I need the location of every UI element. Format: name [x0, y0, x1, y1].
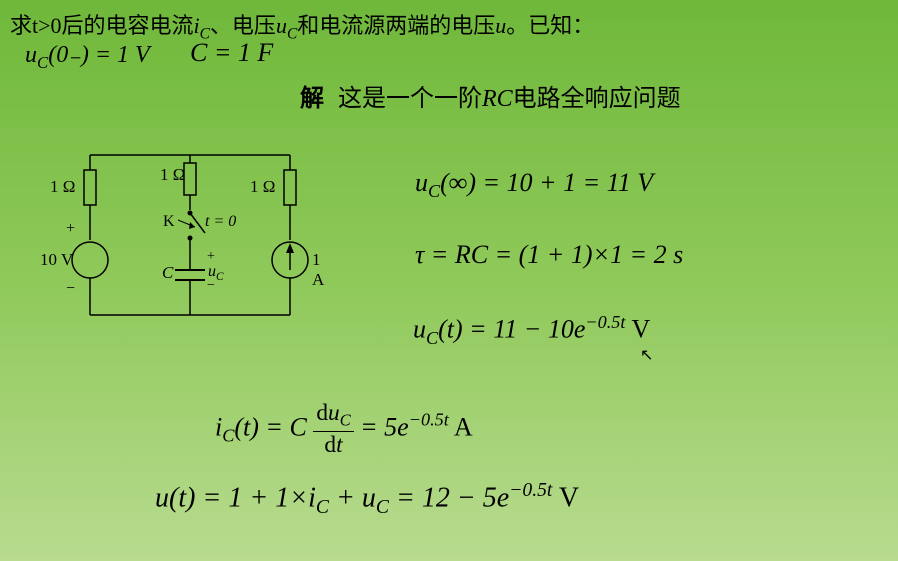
t0-label: t = 0 [205, 213, 236, 231]
circuit-diagram: 1 Ω 1 Ω 1 Ω 10 V 1 A K t = 0 C uC + − + … [50, 135, 310, 345]
eq-ic-t: iC(t) = C duC dt = 5e−0.5t A [215, 400, 473, 459]
cap-plus: + [207, 249, 215, 265]
vsrc-plus: + [66, 220, 75, 238]
c-value: C = 1 F [190, 38, 273, 68]
problem-line1: 求t>0后的电容电流iC、电压uC和电流源两端的电压u。已知： [10, 8, 594, 43]
vsrc-label: 10 V [40, 250, 73, 270]
sol-desc2: 电路全响应问题 [513, 86, 681, 112]
sol-desc1: 这是一个一阶 [338, 86, 482, 112]
problem-mid2: 和电流源两端的电压 [297, 13, 495, 38]
r1-label: 1 Ω [50, 177, 75, 197]
isrc-label: 1 A [312, 250, 324, 290]
cap-minus: − [207, 278, 215, 294]
initial-condition: uC(0₋) = 1 V [25, 40, 150, 73]
sol-label-text: 解 [300, 86, 324, 112]
problem-prefix: 求t>0后的电容电流 [10, 13, 194, 38]
problem-end: 。已知： [506, 13, 594, 38]
sol-rc: RC [482, 86, 513, 112]
vsrc-minus: − [66, 280, 75, 298]
init-u: u [25, 42, 37, 68]
init-sub: C [37, 53, 48, 72]
eq-uc-inf: uC(∞) = 10 + 1 = 11 V [415, 168, 653, 202]
problem-mid: 、电压 [210, 13, 276, 38]
eq-tau: τ = RC = (1 + 1)×1 = 2 s [415, 240, 683, 270]
uC-var: u [276, 13, 287, 38]
c-label: C [162, 263, 173, 283]
solution-label: 解 这是一个一阶RC电路全响应问题 [300, 78, 681, 113]
k-label: K [163, 213, 175, 231]
eq-u-t: u(t) = 1 + 1×iC + uC = 12 − 5e−0.5t V [155, 480, 579, 519]
uC-sub: C [287, 25, 297, 42]
eq-uc-t: uC(t) = 11 − 10e−0.5t V [413, 312, 650, 349]
r2-label: 1 Ω [160, 165, 185, 185]
init-arg: (0₋) = 1 V [48, 42, 150, 68]
cursor-icon: ↖ [640, 345, 653, 365]
c-eq: C = 1 F [190, 38, 273, 67]
r3-label: 1 Ω [250, 177, 275, 197]
u-var: u [495, 13, 506, 38]
